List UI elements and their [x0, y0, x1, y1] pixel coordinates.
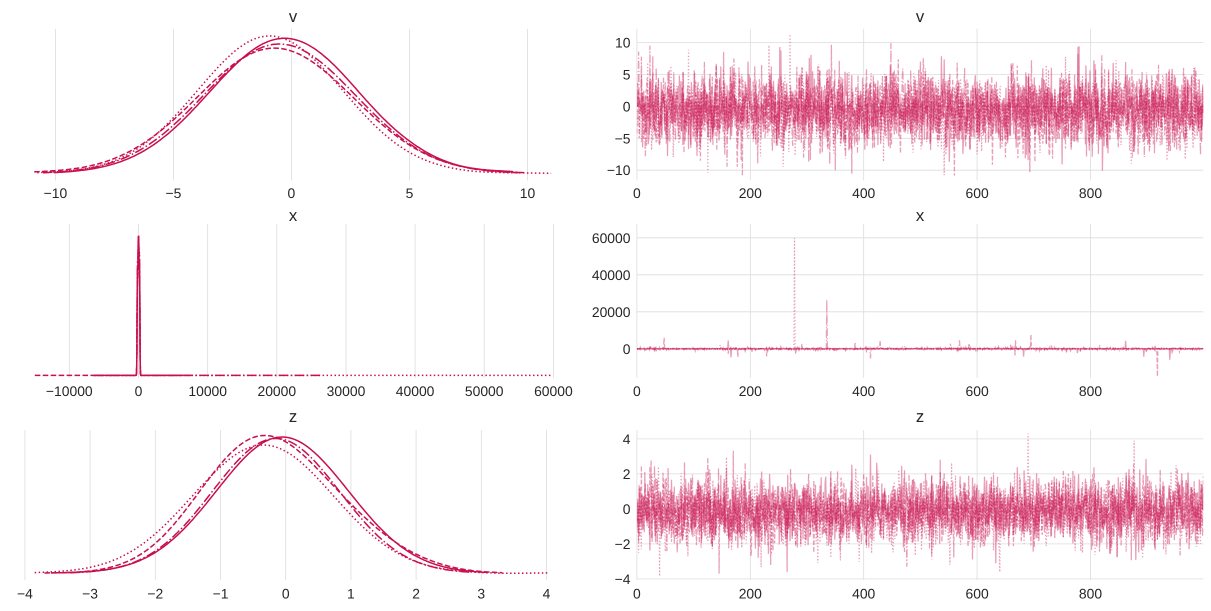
svg-text:600: 600: [966, 185, 989, 201]
svg-text:−10: −10: [44, 185, 68, 201]
svg-text:600: 600: [966, 586, 989, 602]
svg-text:600: 600: [966, 383, 989, 399]
svg-text:40000: 40000: [396, 383, 435, 399]
svg-text:800: 800: [1079, 185, 1102, 201]
svg-text:1: 1: [347, 586, 355, 602]
svg-text:200: 200: [739, 185, 762, 201]
svg-text:4: 4: [623, 431, 631, 447]
svg-text:−4: −4: [615, 571, 631, 587]
svg-text:400: 400: [852, 185, 875, 201]
svg-text:10: 10: [520, 185, 536, 201]
svg-text:−3: −3: [82, 586, 98, 602]
svg-text:4: 4: [543, 586, 551, 602]
svg-text:50000: 50000: [465, 383, 504, 399]
svg-text:20000: 20000: [257, 383, 296, 399]
svg-text:0: 0: [633, 185, 641, 201]
svg-text:800: 800: [1079, 586, 1102, 602]
svg-text:−5: −5: [615, 130, 631, 146]
svg-text:v: v: [916, 7, 925, 26]
svg-text:0: 0: [623, 501, 631, 517]
svg-text:40000: 40000: [592, 267, 631, 283]
svg-text:400: 400: [852, 383, 875, 399]
svg-text:2: 2: [623, 466, 631, 482]
svg-text:10: 10: [615, 35, 631, 51]
svg-text:−2: −2: [147, 586, 163, 602]
svg-text:30000: 30000: [327, 383, 366, 399]
svg-text:0: 0: [135, 383, 143, 399]
svg-text:60000: 60000: [592, 230, 631, 246]
svg-text:800: 800: [1079, 383, 1102, 399]
svg-text:−1: −1: [213, 586, 229, 602]
svg-text:z: z: [289, 407, 297, 426]
svg-text:v: v: [289, 7, 298, 26]
svg-text:0: 0: [623, 341, 631, 357]
svg-text:−10000: −10000: [46, 383, 93, 399]
svg-text:z: z: [916, 407, 924, 426]
svg-text:60000: 60000: [534, 383, 573, 399]
svg-text:x: x: [289, 206, 298, 225]
svg-text:200: 200: [739, 383, 762, 399]
svg-text:−4: −4: [17, 586, 33, 602]
svg-text:0: 0: [633, 383, 641, 399]
svg-text:0: 0: [633, 586, 641, 602]
svg-text:0: 0: [288, 185, 296, 201]
svg-text:200: 200: [739, 586, 762, 602]
svg-text:2: 2: [412, 586, 420, 602]
svg-text:5: 5: [623, 66, 631, 82]
svg-text:0: 0: [282, 586, 290, 602]
svg-text:−5: −5: [165, 185, 181, 201]
svg-text:x: x: [916, 206, 925, 225]
svg-text:3: 3: [477, 586, 485, 602]
svg-text:20000: 20000: [592, 304, 631, 320]
svg-text:400: 400: [852, 586, 875, 602]
svg-text:10000: 10000: [188, 383, 227, 399]
svg-text:5: 5: [406, 185, 414, 201]
svg-text:−2: −2: [615, 536, 631, 552]
svg-text:0: 0: [623, 98, 631, 114]
svg-text:−10: −10: [607, 162, 631, 178]
